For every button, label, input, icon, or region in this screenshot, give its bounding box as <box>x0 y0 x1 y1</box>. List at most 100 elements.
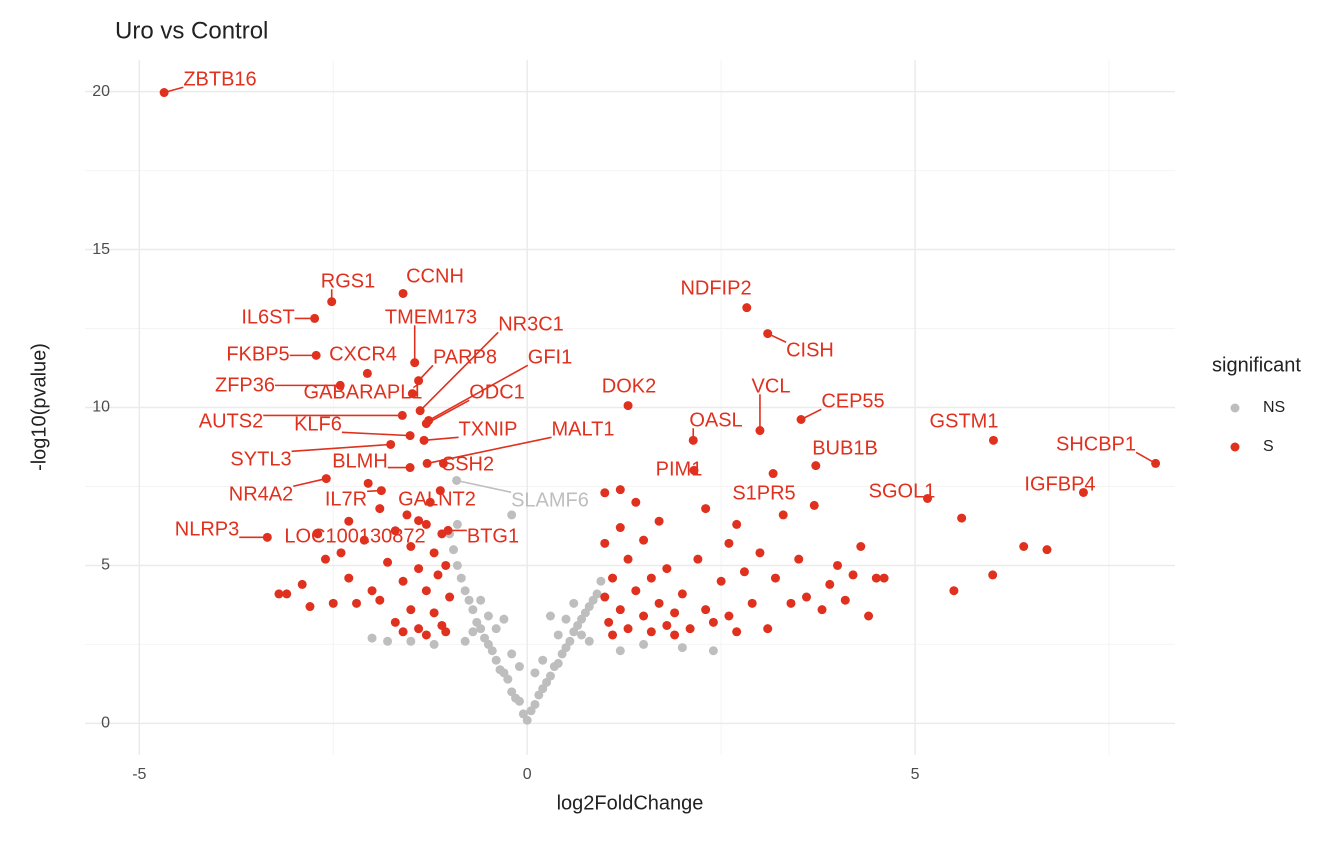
point <box>452 519 462 529</box>
point <box>825 579 835 589</box>
point <box>923 493 933 503</box>
point-label: BLMH <box>332 450 388 472</box>
point <box>646 573 656 583</box>
point <box>770 573 780 583</box>
point <box>662 620 672 630</box>
legend-label: S <box>1263 438 1274 455</box>
point <box>507 510 517 520</box>
point <box>732 519 742 529</box>
legend-label: NS <box>1263 399 1285 416</box>
point <box>518 709 528 719</box>
point <box>464 595 474 605</box>
point <box>639 639 649 649</box>
point <box>864 611 874 621</box>
point <box>514 662 524 672</box>
point <box>949 586 959 596</box>
x-axis-title: log2FoldChange <box>557 792 704 814</box>
point-label: ZFP36 <box>215 374 275 396</box>
point <box>407 389 417 399</box>
point <box>398 288 408 298</box>
point-label: OASL <box>689 409 742 431</box>
point <box>724 538 734 548</box>
point <box>359 535 369 545</box>
point <box>662 564 672 574</box>
point <box>689 465 699 475</box>
point <box>561 614 571 624</box>
point-label: NR3C1 <box>498 313 564 335</box>
point-label: TXNIP <box>459 418 518 440</box>
point-label: SLAMF6 <box>511 489 589 511</box>
point <box>833 560 843 570</box>
point <box>545 671 555 681</box>
point <box>577 630 587 640</box>
point <box>654 598 664 608</box>
point <box>553 630 563 640</box>
point-label: VCL <box>752 375 791 397</box>
point <box>344 573 354 583</box>
point <box>708 617 718 627</box>
point <box>375 504 385 514</box>
point-label: SYTL3 <box>230 448 291 470</box>
point-label: SGOL1 <box>869 480 936 502</box>
point <box>538 655 548 665</box>
point <box>414 516 424 526</box>
point <box>530 668 540 678</box>
point <box>677 643 687 653</box>
point <box>786 598 796 608</box>
point <box>739 567 749 577</box>
point <box>425 497 435 507</box>
point <box>362 368 372 378</box>
point <box>495 665 505 675</box>
point-label: TMEM173 <box>385 306 477 328</box>
legend: NS S <box>1230 399 1285 455</box>
point <box>732 627 742 637</box>
point <box>856 542 866 551</box>
legend-title: significant <box>1212 354 1301 376</box>
point <box>313 529 323 539</box>
point <box>670 630 680 640</box>
point <box>708 646 718 656</box>
point <box>600 488 610 498</box>
point <box>840 595 850 605</box>
point <box>631 497 641 507</box>
label-connector <box>418 364 434 382</box>
point <box>1078 487 1088 497</box>
label-connector <box>800 408 822 421</box>
point <box>441 560 451 570</box>
point <box>615 485 625 495</box>
point <box>398 627 408 637</box>
point <box>623 624 633 634</box>
point-label: AUTS2 <box>199 410 263 432</box>
point <box>742 303 752 313</box>
point <box>421 586 431 596</box>
point <box>716 576 726 586</box>
point-label: GABARAPL1 <box>304 381 423 403</box>
point <box>545 611 555 621</box>
label-connector <box>291 443 391 453</box>
point <box>569 598 579 608</box>
point <box>429 548 439 558</box>
point <box>429 608 439 618</box>
point <box>491 624 501 634</box>
point <box>600 592 610 602</box>
point <box>646 627 656 637</box>
point <box>701 605 711 615</box>
point-label: KLF6 <box>294 413 342 435</box>
point-label: PARP8 <box>433 346 497 368</box>
point <box>507 649 517 659</box>
point <box>460 636 470 646</box>
chart-title: Uro vs Control <box>115 17 268 44</box>
point <box>565 636 575 646</box>
point <box>530 699 540 709</box>
point <box>414 624 424 634</box>
y-tick-label: 15 <box>92 241 110 258</box>
x-tick-label: 0 <box>523 766 532 783</box>
point-label: LOC100130872 <box>284 525 425 547</box>
point <box>297 579 307 589</box>
point-label: BTG1 <box>467 525 519 547</box>
point <box>472 617 482 627</box>
point <box>421 630 431 640</box>
point <box>988 570 998 580</box>
label-connector <box>425 399 470 425</box>
